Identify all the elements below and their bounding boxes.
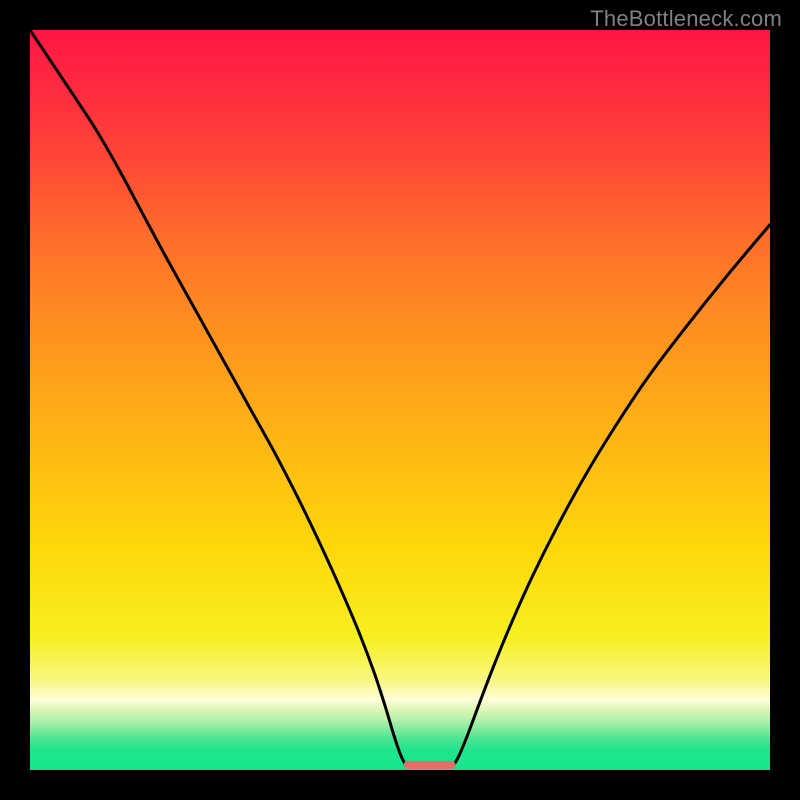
optimal-range-marker <box>404 761 456 769</box>
watermark-text: TheBottleneck.com <box>590 6 782 32</box>
bottleneck-chart <box>30 30 770 770</box>
gradient-background <box>30 30 770 770</box>
